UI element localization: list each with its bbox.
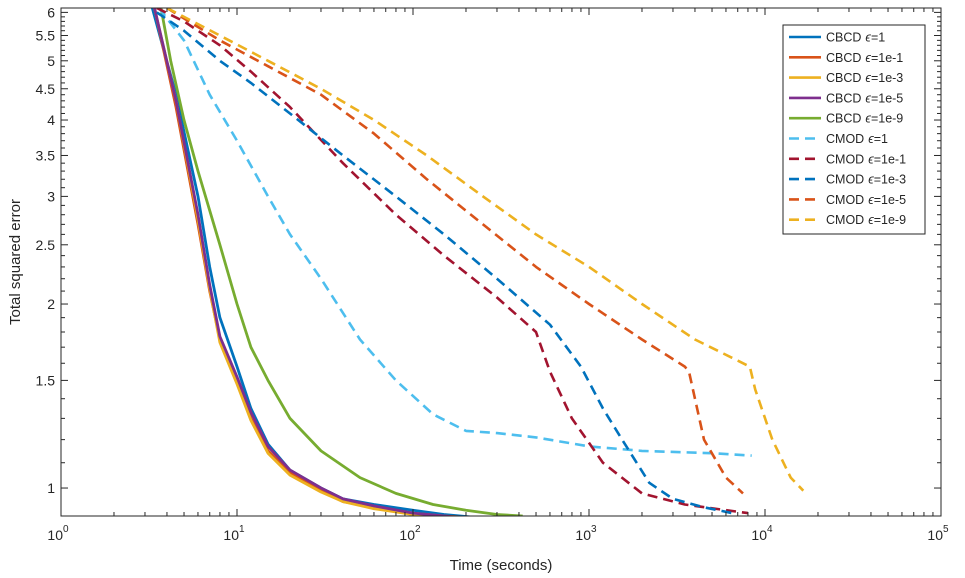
series-line-cmod-9: [166, 8, 805, 492]
legend-entry: CBCD ϵ=1e-1: [826, 51, 903, 65]
legend-entry: CBCD ϵ=1e-3: [826, 71, 903, 85]
series-line-cmod-7: [156, 11, 733, 515]
legend-entry: CBCD ϵ=1e-9: [826, 112, 903, 126]
legend-entry: CMOD ϵ=1e-1: [826, 152, 906, 166]
series-line-cmod-6: [156, 8, 749, 515]
y-tick-label: 3.5: [36, 147, 56, 163]
x-axis-label: Time (seconds): [450, 557, 553, 574]
series-layer: [150, 8, 805, 516]
x-tick-label: 100: [47, 524, 69, 543]
y-axis-label: Total squared error: [7, 199, 24, 325]
y-tick-label: 5.5: [36, 27, 56, 43]
ticks-layer: 100 101 102 103 104 105 1 1.5 2 2.5 3 3.5 4 4.5 5 5.5 6: [36, 4, 949, 543]
y-tick-label: 6: [47, 4, 55, 20]
plot-frame: [60, 7, 942, 517]
y-tick-label: 4: [47, 112, 55, 128]
x-tick-label: 105: [927, 524, 949, 543]
x-tick-label: 101: [223, 524, 245, 543]
legend-entry: CMOD ϵ=1: [826, 132, 888, 146]
series-line-cmod-5: [157, 8, 752, 457]
y-tick-label: 4.5: [36, 81, 56, 97]
legend-entry: CBCD ϵ=1e-5: [826, 91, 903, 105]
y-tick-label: 1: [47, 480, 55, 496]
series-line-cbcd-3: [153, 8, 460, 516]
x-tick-label: 104: [751, 524, 773, 543]
y-tick-label: 1.5: [36, 372, 56, 388]
y-tick-label: 5: [47, 53, 55, 69]
y-tick-label: 2.5: [36, 237, 56, 253]
legend-entry: CMOD ϵ=1e-3: [826, 173, 906, 187]
legend-entry: CBCD ϵ=1: [826, 31, 885, 45]
y-tick-label: 2: [47, 296, 55, 312]
series-line-cmod-8: [166, 8, 744, 495]
series-line-cbcd-4: [159, 8, 523, 516]
y-tick-label: 3: [47, 188, 55, 204]
legend-entry: CMOD ϵ=1e-5: [826, 193, 906, 207]
x-tick-label: 103: [575, 524, 597, 543]
x-tick-label: 102: [399, 524, 421, 543]
legend: CBCD ϵ=1 CBCD ϵ=1e-1 CBCD ϵ=1e-3 CBCD ϵ=1e-5 CBC…: [782, 24, 926, 235]
legend-entry: CMOD ϵ=1e-9: [826, 213, 906, 227]
